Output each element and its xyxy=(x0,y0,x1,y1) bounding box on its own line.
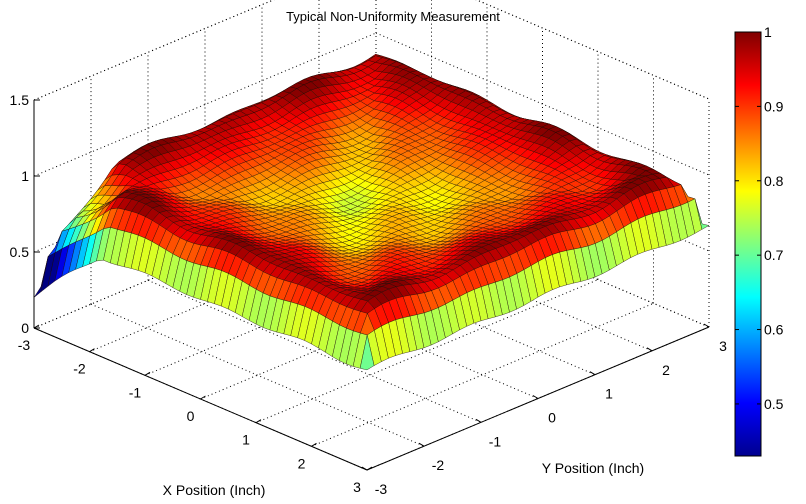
x-tick-label: 1 xyxy=(242,432,250,448)
x-tick-label: -2 xyxy=(73,361,86,377)
x-tick-label: 2 xyxy=(298,455,306,471)
colorbar-tick-label: 0.6 xyxy=(764,322,784,338)
y-tick-label: -2 xyxy=(432,457,445,473)
colorbar-tick-label: 0.7 xyxy=(764,247,784,263)
z-tick-label: 0.5 xyxy=(10,244,30,260)
colorbar: 0.5 0.6 0.7 0.8 0.9 1 xyxy=(734,24,784,457)
y-tick-label: 1 xyxy=(605,386,613,402)
surface-patch xyxy=(359,334,375,371)
colorbar-tick-label: 1 xyxy=(764,24,772,40)
colorbar-tick-label: 0.5 xyxy=(764,396,784,412)
colorbar-tick-label: 0.8 xyxy=(764,173,784,189)
y-tick-label: 0 xyxy=(548,410,556,426)
surface-mesh xyxy=(33,53,710,371)
x-tick-label: -3 xyxy=(18,337,31,353)
y-axis-label: Y Position (Inch) xyxy=(542,460,644,476)
axis-ticks: -3 -2 -1 0 1 2 3 -3 -2 -1 0 1 2 3 0 0.5 1 1.5 xyxy=(10,92,728,497)
z-tick-label: 1.5 xyxy=(10,92,30,108)
colorbar-tick-label: 0.9 xyxy=(764,98,784,114)
chart-title: Typical Non-Uniformity Measurement xyxy=(286,9,500,24)
colorbar-ticks: 0.5 0.6 0.7 0.8 0.9 1 xyxy=(735,24,784,412)
x-tick-label: 3 xyxy=(353,479,361,495)
colorbar-gradient xyxy=(734,31,762,457)
y-tick-label: 2 xyxy=(662,362,670,378)
x-tick-label: 0 xyxy=(187,408,195,424)
z-tick-label: 0 xyxy=(21,320,29,336)
y-tick-label: -1 xyxy=(489,433,502,449)
y-tick-label: -3 xyxy=(375,481,388,497)
x-axis-label: X Position (Inch) xyxy=(163,482,266,498)
x-tick-label: -1 xyxy=(129,384,142,400)
y-tick-label: 3 xyxy=(719,338,727,354)
z-tick-label: 1 xyxy=(21,168,29,184)
